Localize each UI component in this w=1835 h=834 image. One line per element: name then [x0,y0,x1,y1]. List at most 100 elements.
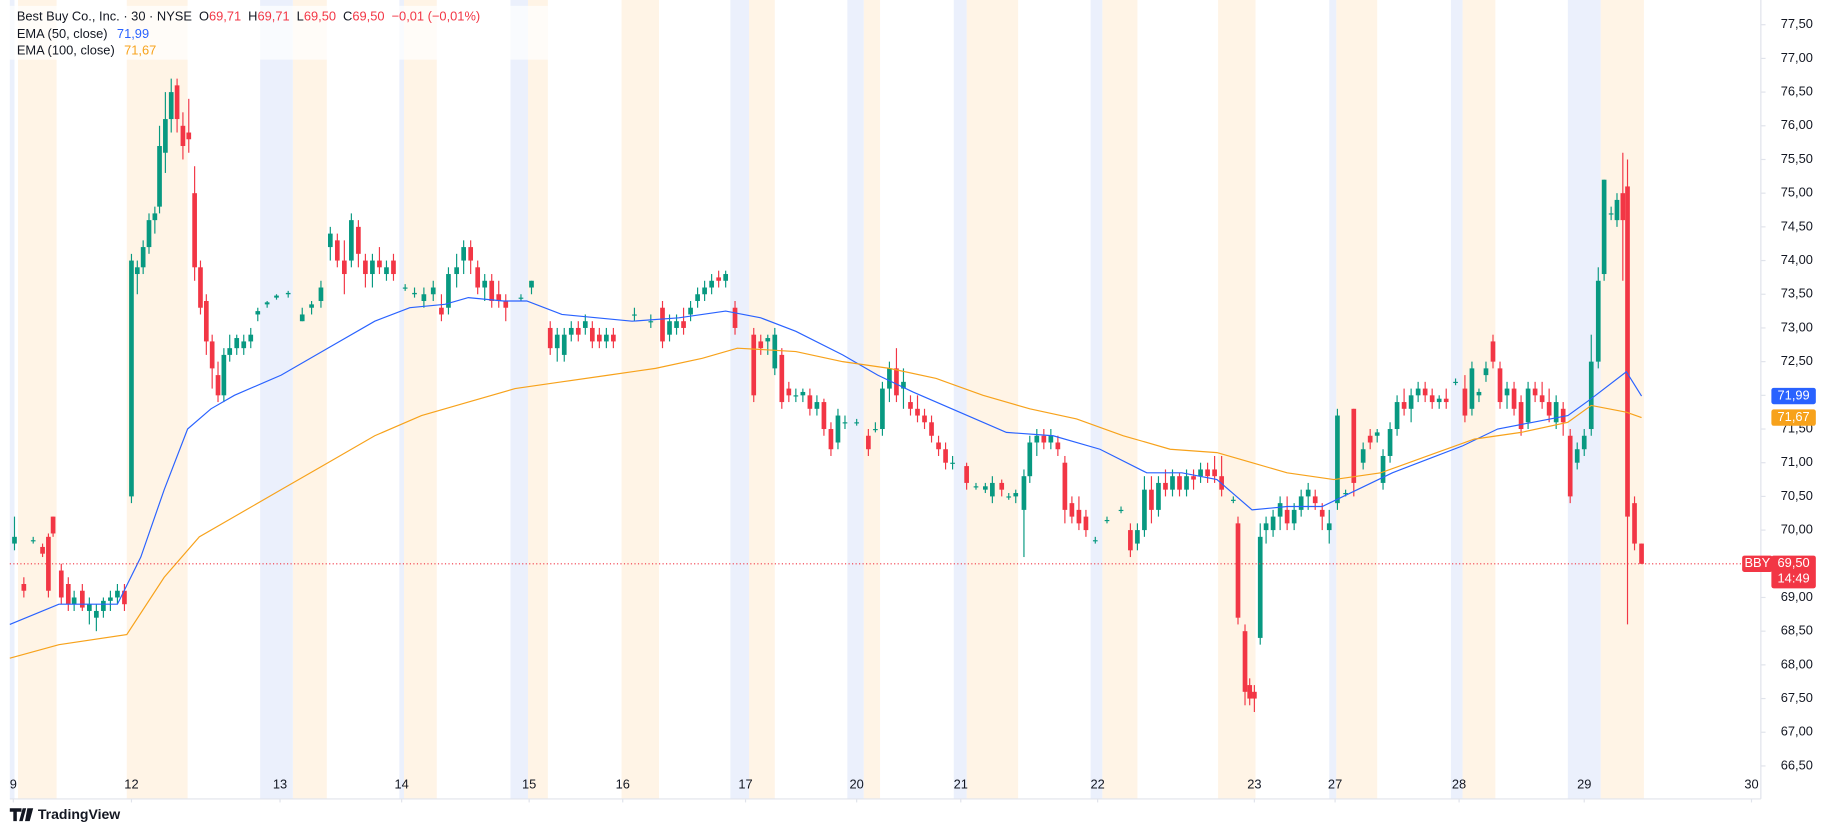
close-key: C [343,9,352,24]
candle-body [1048,435,1054,443]
candle-body [1639,543,1644,564]
candle-body [482,280,488,288]
candle-body [695,294,700,301]
candle-body [1574,449,1580,463]
session-band [292,0,327,799]
y-tick-label: 70,00 [1781,521,1813,536]
candle-body [1443,398,1449,403]
candle-body [1614,199,1620,221]
candle-body [1252,691,1257,699]
candle-body [391,260,396,275]
x-tick-label: 27 [1328,776,1342,791]
y-tick-label: 68,50 [1781,623,1813,638]
candle-body [821,402,827,430]
x-tick-label: 20 [850,776,864,791]
y-tick-label: 68,00 [1781,656,1813,671]
x-tick-label: 30 [1744,776,1758,791]
ema-price-tag [1771,409,1816,426]
session-band [749,0,775,799]
candle-body [901,381,906,389]
last-price-tag-label: 69,50 [1778,555,1810,570]
candle-body [604,334,609,342]
candle-body [1041,435,1047,443]
candle-body [1511,388,1517,409]
candle-body [1380,455,1386,483]
candle-body [475,267,481,288]
session-band [1102,0,1138,799]
candle-body [765,338,771,342]
candle-body [129,260,134,497]
candle-body [108,597,113,601]
candle-body [152,213,158,221]
session-band [1329,0,1337,799]
session-band [9,0,15,799]
y-tick-label: 73,00 [1781,319,1813,334]
session-band [863,0,881,799]
candle-body [221,354,227,396]
countdown-label: 14:49 [1778,570,1810,585]
plot [9,78,1761,713]
brand-name[interactable]: TradingView [38,806,120,822]
candle-body [751,334,757,396]
candle-body [264,302,270,305]
candle-body [1191,476,1196,480]
candle-body [163,119,168,153]
y-tick-label: 77,00 [1781,50,1813,65]
candle-body [1326,523,1332,531]
candle-body [1469,368,1475,409]
x-tick-label: 16 [616,776,630,791]
candle-body [1343,493,1348,495]
candle-body [248,334,254,342]
x-tick-label: 28 [1452,776,1466,791]
y-tick-label: 75,50 [1781,151,1813,166]
candle-body [1560,408,1566,423]
candle-body [327,233,333,248]
candle-body [50,516,56,534]
header-line: Best Buy Co., Inc. · 30 · NYSE O69,71 H69,… [17,9,480,24]
candle-body [203,300,209,342]
bands [9,0,1644,799]
y-tick-label: 73,50 [1781,286,1813,301]
candle-body [1490,341,1496,362]
candle-body [1027,442,1033,477]
y-tick-label: 66,50 [1781,757,1813,772]
candle-body [709,280,714,288]
candle-body [241,341,247,349]
candle-body [446,274,451,308]
candle-body [94,610,99,618]
candle-body [318,287,324,301]
ema-price-tag [1771,387,1816,405]
candle-body [632,314,637,316]
y-tick-label: 76,00 [1781,117,1813,132]
y-tick-label: 75,00 [1781,185,1813,200]
last-price-tag [1771,555,1816,589]
candle-body [503,300,509,308]
candle-body [1504,388,1510,396]
legend-bg [0,5,562,60]
y-tick-label: 71,00 [1781,454,1813,469]
candle-body [40,546,45,554]
ema50-legend: EMA (50, close) 71,99 [17,26,149,41]
candle-body [1205,469,1210,477]
ema50-name: EMA (50, close) [17,26,108,41]
candle-body [597,334,602,342]
session-band [1450,0,1463,799]
session-band [1600,0,1644,799]
candle-body [1104,519,1110,522]
candle-body [887,368,892,389]
ema100-name: EMA (100, close) [17,43,115,58]
candle-body [936,442,941,450]
candle-body [489,280,495,301]
candle-body [370,260,375,275]
candle-body [1055,442,1061,450]
candle-body [468,247,474,261]
x-tick-label: 21 [954,776,968,791]
candle-body [648,321,654,323]
candle-body [1401,402,1407,409]
candle-body [209,341,215,369]
candle-body [999,482,1005,490]
candle-body [430,287,436,295]
candle-body [1284,509,1290,524]
candle-body [1083,516,1089,531]
